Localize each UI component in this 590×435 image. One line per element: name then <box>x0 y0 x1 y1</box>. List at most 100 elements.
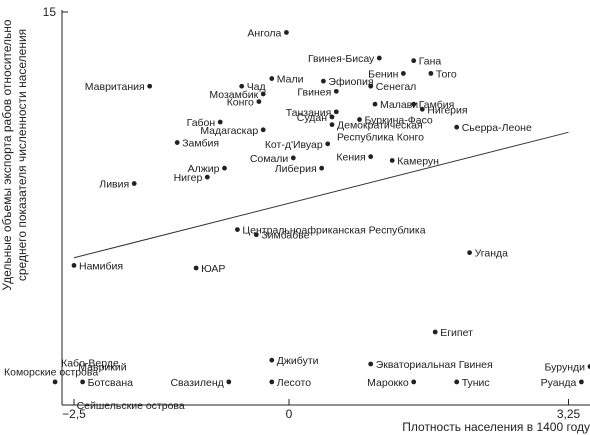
point-label: Экваториальная Гвинея <box>376 359 493 371</box>
data-point <box>193 265 199 271</box>
data-point <box>372 101 378 107</box>
data-point <box>52 379 58 385</box>
data-point <box>269 379 275 385</box>
data-point <box>269 76 275 81</box>
data-point <box>454 124 460 130</box>
data-point <box>329 122 335 128</box>
axes <box>61 10 590 406</box>
point-label: Конго <box>227 97 254 109</box>
point-label: Ливия <box>99 179 129 191</box>
point-label: Сейшельские острова <box>77 400 185 412</box>
point-label: Мавритания <box>85 81 145 93</box>
data-point <box>411 58 417 64</box>
y-tick-label: 15 <box>43 5 57 19</box>
point-label: Габон <box>187 117 216 129</box>
point-label: Гана <box>419 56 442 68</box>
data-point <box>587 364 590 369</box>
data-point <box>368 154 374 160</box>
data-point <box>269 357 275 363</box>
data-point <box>71 263 77 268</box>
point-label: Сомали <box>250 153 289 165</box>
data-point <box>80 379 85 385</box>
point-label: Сьерра-Леоне <box>462 122 532 134</box>
point-label: Уганда <box>475 248 509 260</box>
data-point <box>131 181 137 186</box>
point-label: Сенегал <box>376 81 417 93</box>
point-label: Ангола <box>247 27 281 39</box>
data-point <box>321 78 326 84</box>
point-label: Лесото <box>277 377 311 389</box>
axis-ticks: −2,5 0 3,25 15 <box>43 5 581 421</box>
point-label: Танзания <box>286 107 332 119</box>
point-label: Малави <box>380 99 418 111</box>
data-point <box>256 99 262 104</box>
point-label: Мали <box>277 74 304 86</box>
point-label: Намибия <box>79 260 123 272</box>
point-label: Камерун <box>397 155 439 167</box>
data-point <box>376 55 382 61</box>
point-label: Того <box>436 68 457 80</box>
data-point <box>389 158 395 163</box>
data-point <box>333 88 339 94</box>
point-label: Чад <box>247 81 266 93</box>
y-axis-label-line2: среднего показателя численности населени… <box>15 29 29 281</box>
data-point <box>260 127 266 133</box>
data-point <box>368 361 374 367</box>
point-label: Алжир <box>188 163 220 175</box>
data-point <box>411 101 417 107</box>
data-point <box>579 379 584 385</box>
point-label: Кения <box>336 152 365 164</box>
point-label: Бурунди <box>544 362 585 374</box>
point-label: Центральноафриканская Республика <box>242 225 425 237</box>
data-point <box>400 71 406 76</box>
data-point <box>428 71 434 76</box>
point-label: Бенин <box>368 68 398 80</box>
data-point <box>226 379 232 385</box>
data-point <box>419 106 425 112</box>
data-point <box>325 141 331 147</box>
data-point <box>432 329 438 335</box>
point-label: Республика Конго <box>337 132 424 144</box>
data-point <box>204 174 210 180</box>
data-point <box>467 250 472 256</box>
point-label: Мадагаскар <box>200 125 258 137</box>
point-label: Судан <box>297 112 327 124</box>
data-point <box>253 232 259 238</box>
point-label: Коморские острова <box>4 367 98 379</box>
point-label: Египет <box>440 327 473 339</box>
point-label: Марокко <box>367 377 409 389</box>
data-point <box>368 83 374 89</box>
data-point <box>235 227 240 233</box>
data-point <box>329 114 335 120</box>
point-label: Буркина-Фасо <box>365 115 433 127</box>
point-label: Эфиопия <box>328 76 373 88</box>
data-point <box>147 83 153 89</box>
data-point <box>319 165 325 171</box>
y-axis-label-line1: Удельные объемы экспорта рабов относител… <box>0 19 14 290</box>
point-label: Маврикий <box>78 362 126 374</box>
data-point <box>260 91 266 97</box>
point-label: Кабо-Верде <box>61 358 119 370</box>
x-axis-label: Плотность населения в 1400 году <box>402 420 590 434</box>
point-label: Нигер <box>174 172 203 184</box>
data-point <box>284 30 289 35</box>
data-point <box>217 119 223 125</box>
point-label: ЮАР <box>201 263 225 275</box>
point-label: Гвинея-Бисау <box>308 53 375 65</box>
x-tick-label: 3,25 <box>557 407 581 421</box>
point-label: Гамбия <box>419 99 455 111</box>
point-label: Свазиленд <box>170 377 223 389</box>
data-point <box>222 165 227 171</box>
point-labels: Ангола Гвинея-Бисау Гана Бенин Того Мали Эфиоп… <box>4 27 585 411</box>
point-label: Гвинея <box>297 86 331 98</box>
point-label: Либерия <box>275 163 317 175</box>
data-point <box>290 155 296 161</box>
point-label: Замбия <box>182 138 219 150</box>
point-label: Кот-д'Ивуар <box>265 139 323 151</box>
data-point <box>411 379 417 385</box>
point-label: Тунис <box>462 377 490 389</box>
point-label: Мозамбик <box>209 89 258 101</box>
point-label: Джибути <box>277 355 319 367</box>
data-point <box>454 379 460 385</box>
